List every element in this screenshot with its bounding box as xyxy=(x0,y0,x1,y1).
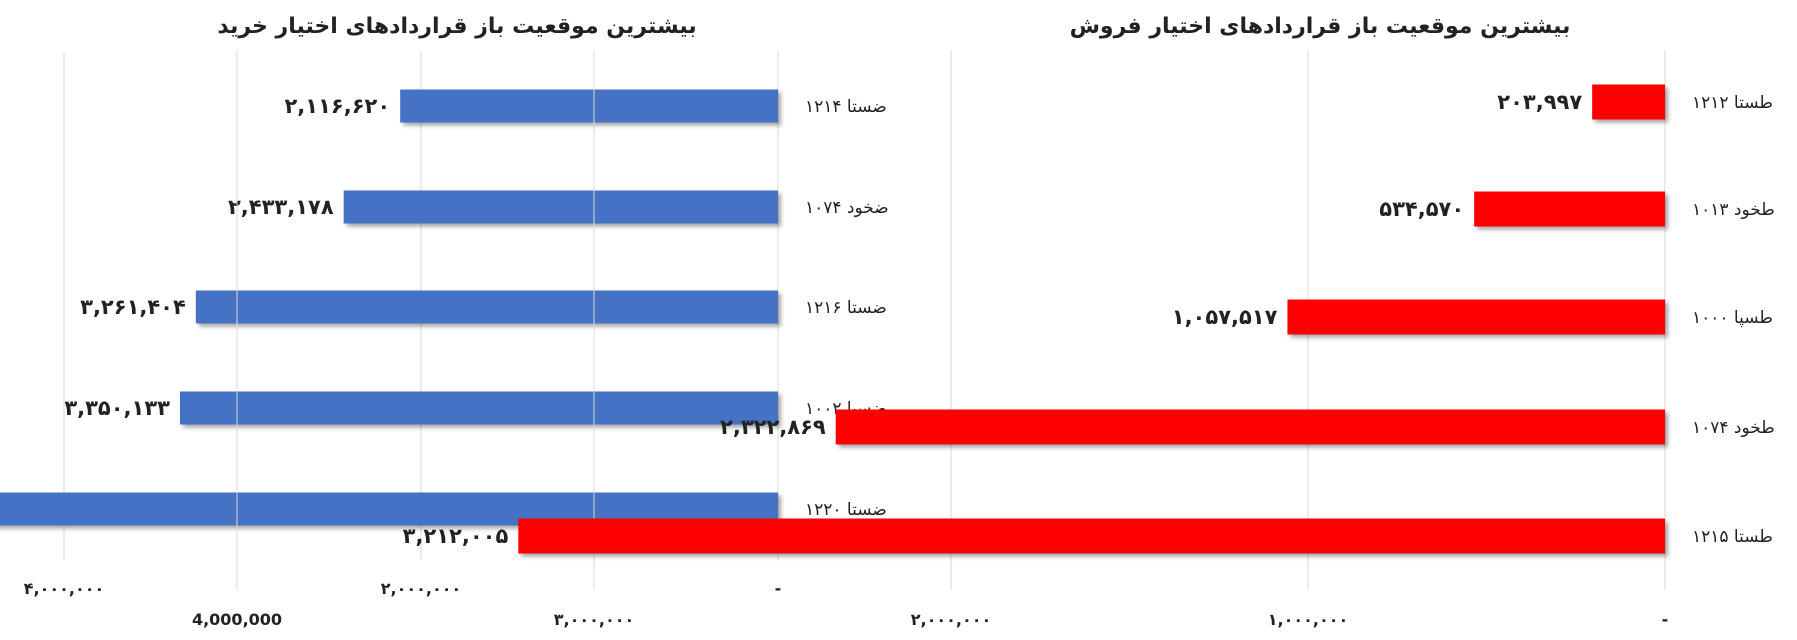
category-label: ضستا ۱۲۱۴ xyxy=(805,97,887,117)
tick-label: 4,000,000 xyxy=(192,610,282,629)
tick-label: ۲,۰۰۰,۰۰۰ xyxy=(381,579,462,598)
data-label: ۳,۳۵۰,۱۳۳ xyxy=(64,396,170,420)
chart-title: بیشترین موقعیت باز قراردادهای اختیار فرو… xyxy=(1070,14,1571,39)
category-label: طستا ۱۲۱۵ xyxy=(1692,527,1773,547)
category-label: طخود ۱۰۷۴ xyxy=(1692,418,1775,438)
category-label: طسپا ۱۰۰۰ xyxy=(1692,308,1773,328)
bar xyxy=(400,89,778,123)
tick-label: - xyxy=(1662,610,1669,629)
tick-label: ۳,۰۰۰,۰۰۰ xyxy=(554,610,635,629)
bar xyxy=(1592,84,1665,120)
data-label: ۲,۱۱۶,۶۲۰ xyxy=(284,94,390,118)
chart-title: بیشترین موقعیت باز قراردادهای اختیار خری… xyxy=(217,14,696,39)
bar xyxy=(1474,191,1665,227)
data-label: ۲۰۳,۹۹۷ xyxy=(1497,90,1582,114)
category-label: طخود ۱۰۱۳ xyxy=(1692,200,1775,220)
put-options-chart: بیشترین موقعیت باز قراردادهای اختیار فرو… xyxy=(192,14,1775,629)
bar xyxy=(835,409,1665,445)
tick-label: ۴,۰۰۰,۰۰۰ xyxy=(24,579,105,598)
category-label: ضستا ۱۲۲۰ xyxy=(805,500,887,520)
bar xyxy=(343,190,778,224)
bar xyxy=(1287,299,1665,335)
data-label: ۱,۰۵۷,۵۱۷ xyxy=(1172,305,1278,329)
tick-label: ۲,۰۰۰,۰۰۰ xyxy=(911,610,992,629)
category-label: ضستا ۱۲۱۶ xyxy=(805,298,887,318)
call-options-chart: بیشترین موقعیت باز قراردادهای اختیار خری… xyxy=(0,14,889,598)
data-label: ۵۳۴,۵۷۰ xyxy=(1379,197,1464,221)
data-label: ۲,۳۲۲,۸۶۹ xyxy=(720,415,826,439)
tick-label: ۱,۰۰۰,۰۰۰ xyxy=(1268,610,1349,629)
data-label: ۳,۲۱۲,۰۰۵ xyxy=(403,524,509,548)
data-label: ۲,۴۳۳,۱۷۸ xyxy=(228,195,334,219)
bar xyxy=(518,518,1665,554)
tick-label: - xyxy=(775,579,782,598)
category-label: ضخود ۱۰۷۴ xyxy=(805,198,889,218)
data-label: ۳,۲۶۱,۴۰۴ xyxy=(80,295,186,319)
bar xyxy=(195,290,779,324)
bar xyxy=(180,391,778,425)
category-label: طستا ۱۲۱۲ xyxy=(1692,93,1773,113)
